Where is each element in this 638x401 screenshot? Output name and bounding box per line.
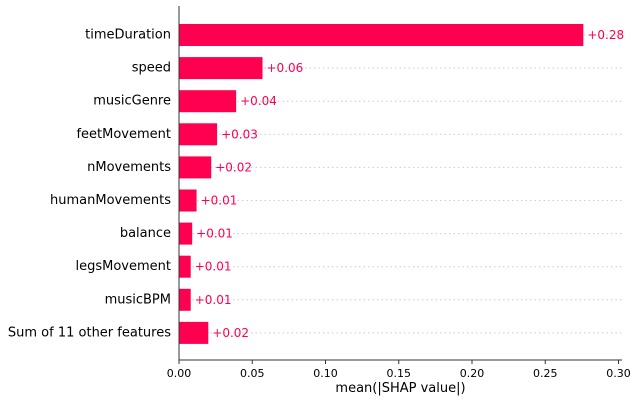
value-label: +0.03 [221,127,258,141]
bar-0 [179,24,584,46]
x-tick-label: 0.30 [606,367,631,380]
value-label: +0.02 [215,160,252,174]
bars [179,24,584,344]
feature-label: Sum of 11 other features [8,325,171,340]
bar-4 [179,156,212,179]
feature-label: musicBPM [105,292,171,307]
bar-1 [179,57,263,80]
feature-label: timeDuration [85,28,171,43]
x-ticks: 0.00 0.05 0.10 0.15 0.20 0.25 0.30 [167,360,631,380]
bar-3 [179,123,218,146]
value-label: +0.01 [196,227,233,241]
feature-label: nMovements [87,160,171,175]
x-tick-label: 0.15 [387,367,412,380]
bar-9 [179,321,209,344]
x-tick-label: 0.25 [533,367,558,380]
feature-label: legsMovement [76,259,172,274]
feature-label: feetMovement [76,127,171,142]
bar-7 [179,255,191,278]
feature-labels: timeDuration speed musicGenre feetMovement n… [8,28,171,341]
x-tick-label: 0.00 [167,367,192,380]
value-label: +0.28 [587,28,624,42]
bar-8 [179,288,191,311]
bar-2 [179,90,237,113]
x-tick-label: 0.10 [313,367,338,380]
x-tick-label: 0.05 [240,367,265,380]
value-label: +0.04 [240,94,277,108]
feature-label: humanMovements [50,193,171,208]
bar-6 [179,222,193,245]
x-tick-label: 0.20 [460,367,485,380]
value-label: +0.02 [212,326,249,340]
x-axis-title: mean(|SHAP value|) [335,381,465,396]
bar-5 [179,189,197,212]
feature-label: musicGenre [93,94,171,109]
value-label: +0.06 [267,61,304,75]
feature-label: balance [120,226,171,241]
feature-label: speed [132,61,171,76]
row-guides [179,34,622,334]
value-label: +0.01 [201,194,238,208]
value-labels: +0.28 +0.06 +0.04 +0.03 +0.02 +0.01 +0.01 +0.01… [195,28,624,340]
value-label: +0.01 [195,293,232,307]
value-label: +0.01 [195,260,232,274]
